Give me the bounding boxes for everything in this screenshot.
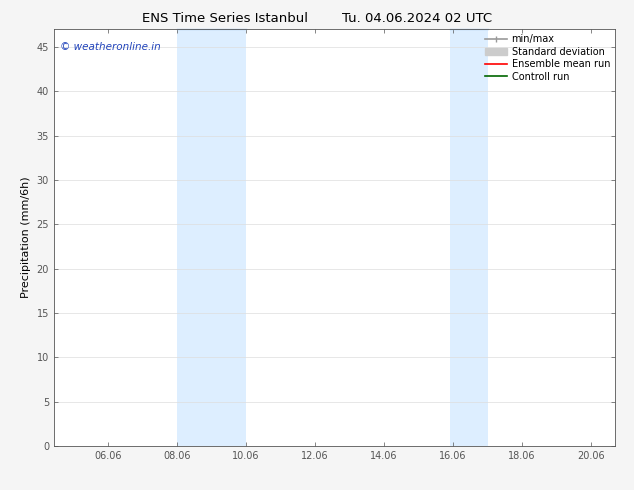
Text: ENS Time Series Istanbul        Tu. 04.06.2024 02 UTC: ENS Time Series Istanbul Tu. 04.06.2024 … bbox=[142, 12, 492, 25]
Bar bbox=[450, 29, 488, 446]
Text: © weatheronline.in: © weatheronline.in bbox=[60, 42, 160, 52]
Legend: min/max, Standard deviation, Ensemble mean run, Controll run: min/max, Standard deviation, Ensemble me… bbox=[483, 32, 612, 83]
Y-axis label: Precipitation (mm/6h): Precipitation (mm/6h) bbox=[21, 177, 31, 298]
Bar bbox=[177, 29, 246, 446]
